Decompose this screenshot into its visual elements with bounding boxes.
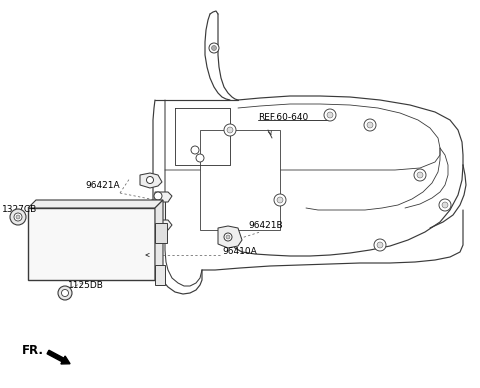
Circle shape: [227, 127, 233, 133]
Circle shape: [417, 172, 423, 178]
FancyArrow shape: [47, 350, 70, 364]
Polygon shape: [28, 208, 155, 280]
Polygon shape: [155, 192, 172, 202]
Circle shape: [209, 43, 219, 53]
Text: 96421A: 96421A: [85, 180, 120, 189]
Circle shape: [58, 286, 72, 300]
Circle shape: [10, 209, 26, 225]
Polygon shape: [155, 223, 167, 243]
Circle shape: [146, 177, 154, 184]
Circle shape: [191, 146, 199, 154]
Text: FR.: FR.: [22, 343, 44, 357]
Circle shape: [277, 197, 283, 203]
Polygon shape: [155, 220, 172, 230]
Text: 1327CB: 1327CB: [2, 206, 37, 215]
Circle shape: [367, 122, 373, 128]
Polygon shape: [200, 130, 280, 230]
Circle shape: [196, 154, 204, 162]
Circle shape: [224, 233, 232, 241]
Polygon shape: [218, 226, 242, 248]
Polygon shape: [155, 200, 163, 280]
Polygon shape: [28, 200, 163, 208]
Polygon shape: [155, 265, 165, 285]
Circle shape: [61, 289, 69, 296]
Circle shape: [414, 169, 426, 181]
Polygon shape: [140, 173, 162, 188]
Circle shape: [377, 242, 383, 248]
Circle shape: [154, 221, 162, 229]
Circle shape: [274, 194, 286, 206]
Circle shape: [14, 213, 22, 221]
Circle shape: [364, 119, 376, 131]
Circle shape: [154, 192, 162, 200]
Circle shape: [324, 109, 336, 121]
Circle shape: [212, 45, 216, 50]
Polygon shape: [153, 200, 165, 225]
Text: REF.60-640: REF.60-640: [258, 114, 308, 123]
Circle shape: [16, 215, 20, 219]
Circle shape: [374, 239, 386, 251]
Circle shape: [442, 202, 448, 208]
Text: 96410A: 96410A: [222, 248, 257, 256]
Circle shape: [226, 235, 230, 239]
Circle shape: [327, 112, 333, 118]
Text: 96421B: 96421B: [248, 220, 283, 229]
Text: 1125DB: 1125DB: [68, 281, 104, 289]
Circle shape: [224, 124, 236, 136]
Circle shape: [439, 199, 451, 211]
